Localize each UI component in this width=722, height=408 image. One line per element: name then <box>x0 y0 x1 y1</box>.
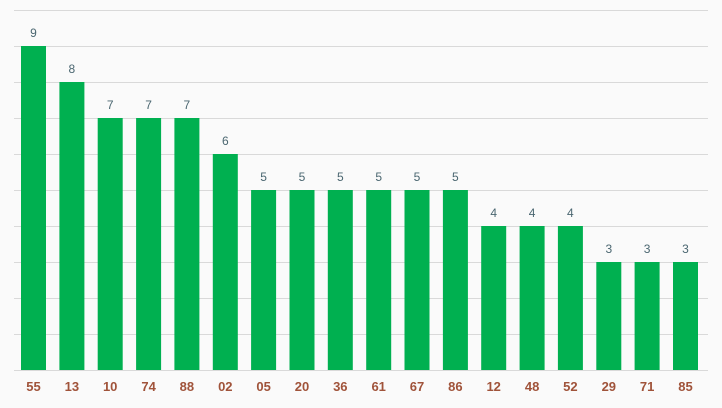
bar-85 <box>673 262 698 370</box>
bar-value-label: 8 <box>69 62 76 76</box>
x-tick-label: 86 <box>448 379 462 394</box>
x-tick-label: 61 <box>371 379 385 394</box>
x-tick-label: 02 <box>218 379 232 394</box>
bar-value-label: 5 <box>260 170 267 184</box>
bar-29 <box>596 262 622 370</box>
gridlines <box>14 10 708 371</box>
bar-value-label: 7 <box>145 98 152 112</box>
bar-02 <box>212 154 238 370</box>
bar-value-label: 3 <box>644 242 651 256</box>
bar-value-label: 4 <box>490 206 497 220</box>
bar-value-label: 5 <box>337 170 344 184</box>
bars <box>21 46 698 370</box>
bar-value-label: 9 <box>30 26 37 40</box>
x-tick-label: 74 <box>141 379 156 394</box>
x-tick-label: 71 <box>640 379 654 394</box>
bar-value-label: 4 <box>529 206 536 220</box>
bar-67 <box>404 190 430 370</box>
bar-value-label: 5 <box>414 170 421 184</box>
bar-74 <box>136 118 162 370</box>
bar-88 <box>174 118 200 370</box>
bar-value-label: 5 <box>452 170 459 184</box>
bar-value-label: 6 <box>222 134 229 148</box>
bar-52 <box>557 226 583 370</box>
bar-value-label: 7 <box>107 98 114 112</box>
bar-value-label: 4 <box>567 206 574 220</box>
bar-value-label: 5 <box>375 170 382 184</box>
x-tick-label: 36 <box>333 379 347 394</box>
bar-value-label: 7 <box>184 98 191 112</box>
x-tick-label: 12 <box>486 379 500 394</box>
bar-value-label: 3 <box>682 242 689 256</box>
bar-10 <box>97 118 123 370</box>
x-tick-label: 48 <box>525 379 539 394</box>
bar-36 <box>327 190 353 370</box>
bar-86 <box>442 190 468 370</box>
x-tick-label: 20 <box>295 379 309 394</box>
bar-61 <box>366 190 392 370</box>
value-labels: 9 8 7 7 7 6 5 5 5 5 5 5 4 4 4 3 3 3 <box>30 26 689 256</box>
bar-value-label: 3 <box>605 242 612 256</box>
bar-05 <box>251 190 277 370</box>
x-tick-label: 85 <box>678 379 692 394</box>
x-tick-label: 05 <box>256 379 270 394</box>
x-tick-label: 88 <box>180 379 194 394</box>
bar-12 <box>481 226 507 370</box>
x-tick-label: 10 <box>103 379 117 394</box>
x-tick-label: 29 <box>602 379 616 394</box>
x-tick-label: 52 <box>563 379 577 394</box>
x-tick-label: 55 <box>26 379 40 394</box>
bar-value-label: 5 <box>299 170 306 184</box>
bar-13 <box>59 82 85 370</box>
bar-48 <box>519 226 545 370</box>
x-tick-label: 13 <box>65 379 79 394</box>
bar-20 <box>289 190 315 370</box>
bar-55 <box>21 46 46 370</box>
bar-71 <box>634 262 660 370</box>
x-tick-label: 67 <box>410 379 424 394</box>
x-tick-labels: 55 13 10 74 88 02 05 20 36 61 67 86 12 48 52 29 71 85 <box>26 379 692 394</box>
